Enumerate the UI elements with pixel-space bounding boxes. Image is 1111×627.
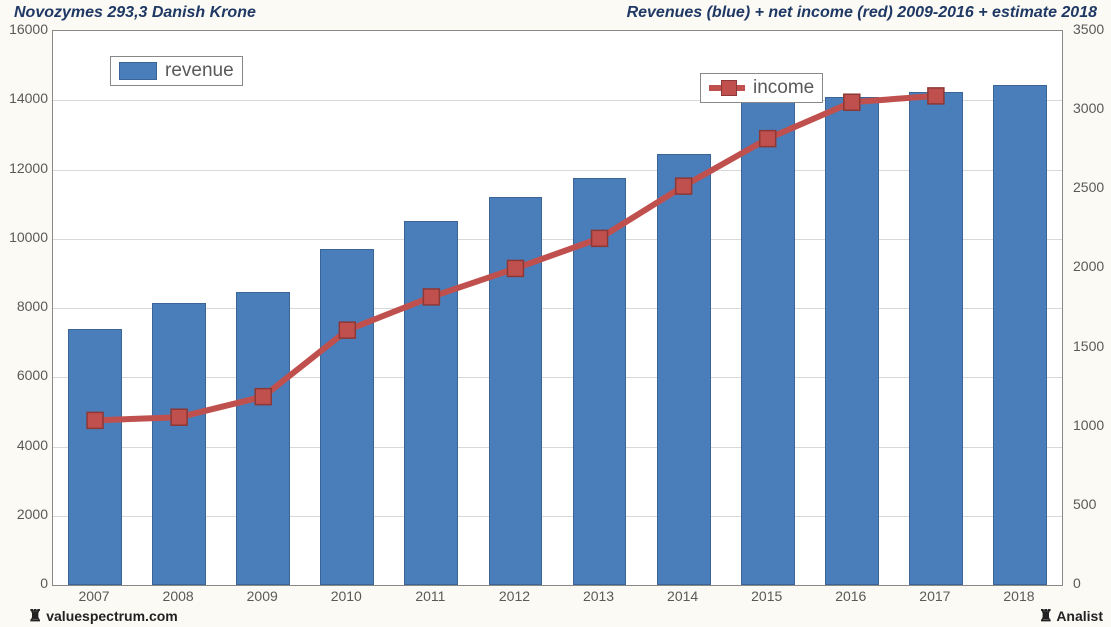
xtick: 2017: [893, 588, 977, 604]
bar-revenue: [993, 85, 1047, 585]
footer: ♜ valuespectrum.com ♜ Analist: [0, 607, 1111, 627]
ytick-right: 500: [1073, 496, 1111, 512]
bar-revenue: [825, 97, 879, 585]
ytick-right: 2000: [1073, 258, 1111, 274]
ytick-left: 4000: [0, 437, 48, 453]
footer-right-text: Analist: [1056, 608, 1103, 624]
xtick: 2010: [304, 588, 388, 604]
plot-area: [52, 30, 1063, 586]
ytick-left: 12000: [0, 160, 48, 176]
bar-revenue: [573, 178, 627, 585]
xtick: 2014: [641, 588, 725, 604]
legend-income: income: [700, 73, 823, 103]
ytick-right: 3000: [1073, 100, 1111, 116]
bar-revenue: [152, 303, 206, 585]
xtick: 2008: [136, 588, 220, 604]
chart-container: Novozymes 293,3 Danish Krone Revenues (b…: [0, 0, 1111, 627]
title-left: Novozymes 293,3 Danish Krone: [14, 4, 256, 22]
rook-icon: ♜: [1039, 608, 1053, 625]
bar-revenue: [909, 92, 963, 585]
xtick: 2016: [809, 588, 893, 604]
legend-revenue-label: revenue: [165, 60, 234, 82]
bar-revenue: [236, 292, 290, 585]
income-swatch-icon: [709, 85, 745, 91]
xtick: 2015: [725, 588, 809, 604]
ytick-left: 2000: [0, 506, 48, 522]
ytick-left: 6000: [0, 367, 48, 383]
ytick-right: 1500: [1073, 338, 1111, 354]
bar-revenue: [489, 197, 543, 585]
xtick: 2012: [472, 588, 556, 604]
ytick-left: 0: [0, 575, 48, 591]
xtick: 2018: [977, 588, 1061, 604]
ytick-left: 10000: [0, 229, 48, 245]
bar-revenue: [741, 100, 795, 585]
bar-revenue: [320, 249, 374, 585]
legend-revenue: revenue: [110, 56, 243, 86]
bar-revenue: [68, 329, 122, 585]
bar-revenue: [657, 154, 711, 585]
title-right: Revenues (blue) + net income (red) 2009-…: [627, 4, 1097, 22]
title-bar: Novozymes 293,3 Danish Krone Revenues (b…: [0, 0, 1111, 26]
ytick-right: 0: [1073, 575, 1111, 591]
legend-income-label: income: [753, 77, 814, 99]
xtick: 2013: [557, 588, 641, 604]
ytick-right: 2500: [1073, 179, 1111, 195]
ytick-left: 8000: [0, 298, 48, 314]
xtick: 2009: [220, 588, 304, 604]
ytick-right: 3500: [1073, 21, 1111, 37]
xtick: 2007: [52, 588, 136, 604]
revenue-swatch-icon: [119, 62, 157, 80]
rook-icon: ♜: [28, 608, 42, 625]
ytick-right: 1000: [1073, 417, 1111, 433]
footer-left-text: valuespectrum.com: [46, 608, 178, 624]
footer-left: ♜ valuespectrum.com: [28, 608, 178, 625]
ytick-left: 16000: [0, 21, 48, 37]
bar-revenue: [404, 221, 458, 585]
xtick: 2011: [388, 588, 472, 604]
ytick-left: 14000: [0, 90, 48, 106]
footer-right: ♜ Analist: [1039, 608, 1103, 625]
